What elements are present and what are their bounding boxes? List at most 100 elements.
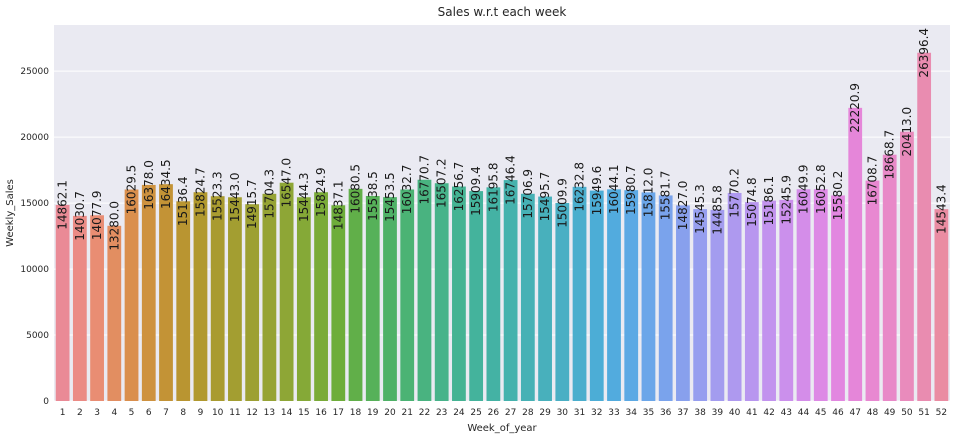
data-label: 15706.9 [521,169,535,219]
y-tick-label: 15000 [20,199,49,209]
x-tick-label: 31 [574,408,585,418]
x-tick-label: 22 [419,408,430,418]
bar [607,189,621,401]
x-tick-label: 15 [298,408,309,418]
x-tick-label: 10 [212,408,224,418]
bar [762,200,776,401]
bar [228,197,242,401]
y-axis-label: Weekly_Sales [5,179,16,247]
x-tick-label: 45 [815,408,826,418]
x-tick-label: 16 [315,408,327,418]
chart-title: Sales w.r.t each week [438,5,567,19]
x-tick-label: 27 [505,408,516,418]
bar [262,193,277,401]
x-tick-label: 9 [198,408,204,418]
data-label: 15136.4 [176,176,190,226]
x-tick-label: 40 [729,408,741,418]
x-tick-label: 5 [129,408,135,418]
data-label: 26396.4 [917,28,931,78]
y-tick-label: 5000 [26,331,49,341]
x-tick-label: 48 [867,408,879,418]
x-tick-label: 44 [798,408,810,418]
bar [469,191,484,401]
data-label: 15824.7 [193,167,207,217]
data-label: 15443.0 [228,172,242,222]
bar [676,205,690,401]
bar [417,179,432,401]
data-label: 15523.3 [211,171,225,221]
bar [331,205,346,401]
x-tick-label: 21 [402,408,413,418]
data-label: 14543.4 [934,184,948,234]
data-label: 15824.9 [314,167,328,217]
y-tick-label: 20000 [20,133,49,143]
x-tick-label: 3 [94,408,100,418]
bar [900,131,914,401]
bar [314,192,328,401]
data-label: 14827.0 [676,181,690,231]
data-label: 14837.1 [331,180,345,230]
x-tick-label: 36 [660,408,672,418]
data-label: 15444.3 [297,172,311,222]
bar [245,204,260,401]
bar [710,209,725,401]
data-label: 14485.8 [710,185,724,235]
data-label: 16029.5 [125,165,139,215]
data-label: 16195.8 [486,163,500,213]
data-label: 15580.2 [831,171,845,221]
x-tick-label: 47 [850,408,861,418]
x-tick-label: 39 [712,408,724,418]
bar [124,189,139,401]
data-label: 18668.7 [883,130,897,180]
data-label: 15704.3 [262,169,276,219]
data-label: 15581.7 [659,171,673,221]
bar [90,215,104,401]
bar [279,182,294,401]
bar [193,192,208,401]
bar [934,209,949,401]
x-tick-label: 18 [350,408,362,418]
data-label: 15949.6 [590,166,604,216]
bar [107,225,122,401]
x-tick-label: 49 [884,408,896,418]
bar [383,197,397,401]
data-label: 15909.4 [469,166,483,216]
bars [55,52,949,402]
data-label: 14030.7 [73,191,87,241]
bar [641,192,656,401]
data-label: 16032.7 [400,165,414,215]
bar [296,197,311,401]
data-label: 16378.0 [142,160,156,210]
x-tick-label: 35 [643,408,654,418]
bar [159,184,173,401]
bar [693,209,708,401]
bar [348,188,363,401]
bar [624,190,639,401]
x-tick-label: 37 [677,408,688,418]
data-label: 16232.8 [573,162,587,212]
x-tick-label: 43 [781,408,792,418]
bar [813,189,828,401]
data-labels: 14862.1 14030.7 14077.9 13280.0 16029.5 16378… [56,28,949,251]
data-label: 14862.1 [56,180,70,230]
data-label: 15453.5 [383,172,397,222]
y-tick-label: 10000 [20,265,49,275]
data-label: 16547.0 [280,158,294,208]
x-tick-label: 1 [60,408,66,418]
data-label: 14545.3 [693,184,707,234]
data-label: 15812.0 [641,168,655,218]
bar [882,154,897,401]
x-tick-label: 6 [146,408,152,418]
x-tick-label: 38 [694,408,706,418]
bar [520,193,535,401]
y-axis-ticks: 0 5000 10000 15000 20000 25000 [20,67,49,407]
data-label: 16770.7 [417,155,431,205]
x-tick-label: 25 [470,408,481,418]
x-tick-label: 4 [111,408,117,418]
bar [555,202,570,401]
data-label: 15538.5 [366,171,380,221]
x-tick-label: 52 [936,408,947,418]
bar [176,201,191,401]
data-label: 16507.2 [435,158,449,208]
